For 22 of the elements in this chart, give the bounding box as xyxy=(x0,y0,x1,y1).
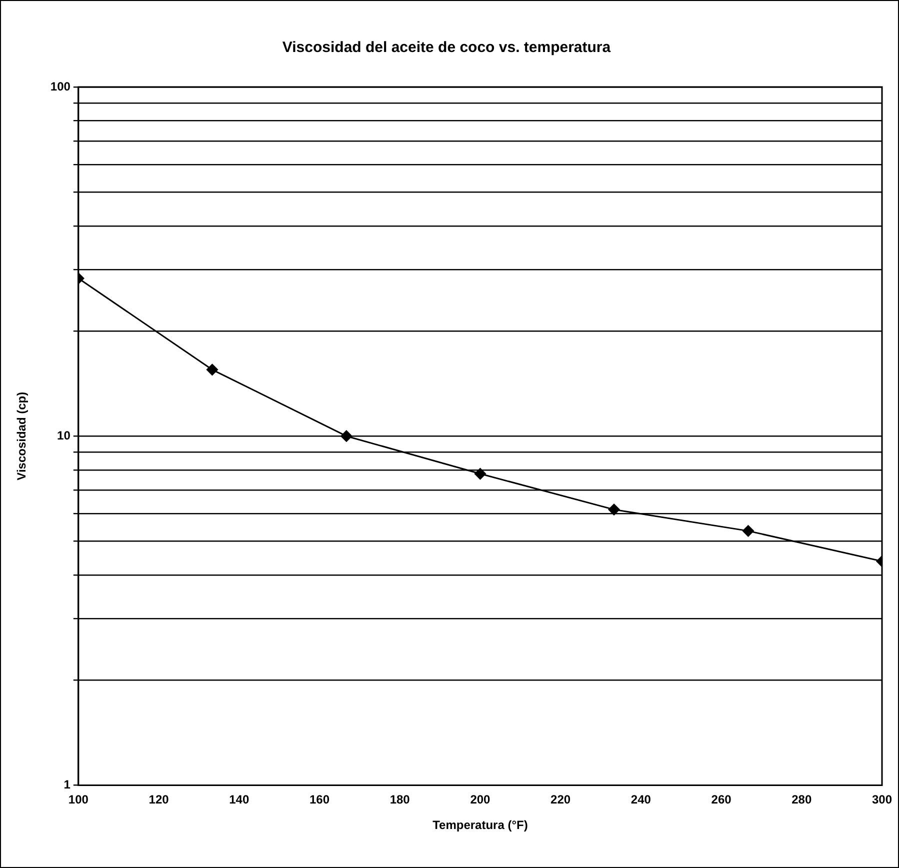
x-tick-label: 280 xyxy=(792,792,812,807)
point xyxy=(340,430,352,442)
x-tick-label: 200 xyxy=(470,792,491,807)
point xyxy=(742,525,754,537)
x-tick-label: 260 xyxy=(711,792,732,807)
x-tick-label: 300 xyxy=(872,792,892,807)
x-tick-label: 220 xyxy=(550,792,571,807)
x-tick-label: 180 xyxy=(390,792,410,807)
point xyxy=(608,504,620,516)
point xyxy=(474,468,486,480)
y-axis-title: Viscosidad (cp) xyxy=(14,392,29,480)
x-tick-label: 240 xyxy=(630,792,652,807)
point xyxy=(206,364,218,376)
y-tick-label: 10 xyxy=(57,428,71,442)
x-tick-label: 140 xyxy=(229,792,250,807)
x-tick-label: 120 xyxy=(148,792,170,807)
y-tick-label: 1 xyxy=(64,778,71,792)
y-tick-label: 100 xyxy=(50,79,71,94)
x-axis-title: Temperatura (°F) xyxy=(432,818,528,832)
x-tick-label: 100 xyxy=(68,792,89,807)
chart-title: Viscosidad del aceite de coco vs. temperatura xyxy=(282,39,612,56)
x-tick-label: 160 xyxy=(309,792,330,807)
